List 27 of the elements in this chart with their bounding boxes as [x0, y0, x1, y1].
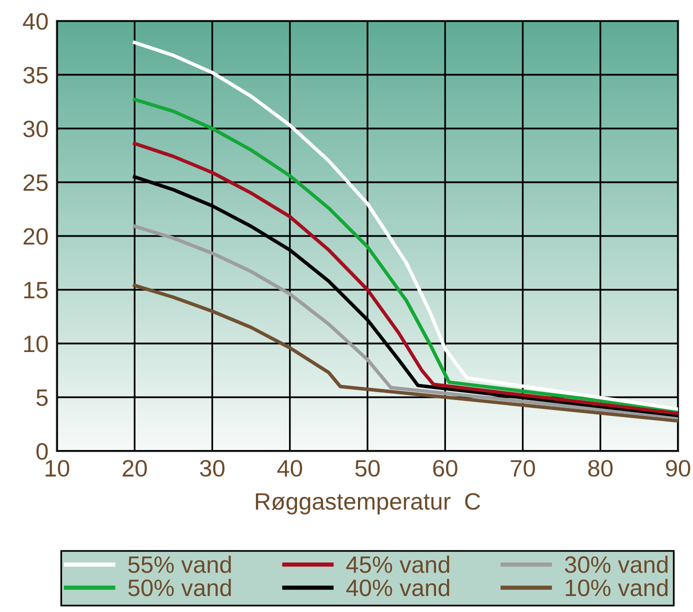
legend-label: 40% vand — [346, 578, 450, 596]
y-tick-label: 20 — [24, 228, 48, 245]
legend-label: 50% vand — [128, 578, 231, 596]
y-tick-label: 35 — [23, 66, 48, 84]
y-tick-label: 40 — [22, 13, 48, 30]
x-axis-title: Røggastemperatur C — [256, 493, 480, 514]
y-tick-label: 5 — [36, 390, 48, 406]
legend-label: 55% vand — [128, 556, 231, 574]
x-tick-label: 60 — [433, 460, 458, 477]
x-tick-label: 40 — [277, 460, 302, 477]
legend-label: 30% vand — [564, 556, 668, 574]
x-tick-label: 90 — [666, 460, 690, 477]
y-tick-label: 15 — [24, 282, 48, 299]
x-tick-label: 80 — [588, 460, 613, 477]
x-tick-label: 20 — [122, 460, 147, 477]
y-tick-label: 10 — [24, 336, 48, 352]
x-tick-label: 70 — [510, 460, 535, 477]
line-series — [132, 284, 678, 423]
legend-label: 45% vand — [346, 556, 450, 574]
x-tick-label: 30 — [200, 460, 224, 477]
y-tick-label: 0 — [36, 443, 48, 460]
x-tick-label: 50 — [355, 460, 380, 477]
y-tick-label: 30 — [23, 120, 48, 138]
line-series — [132, 224, 678, 420]
legend-label: 10% vand — [566, 578, 668, 596]
line-series — [132, 40, 678, 411]
y-tick-label: 25 — [24, 174, 48, 192]
